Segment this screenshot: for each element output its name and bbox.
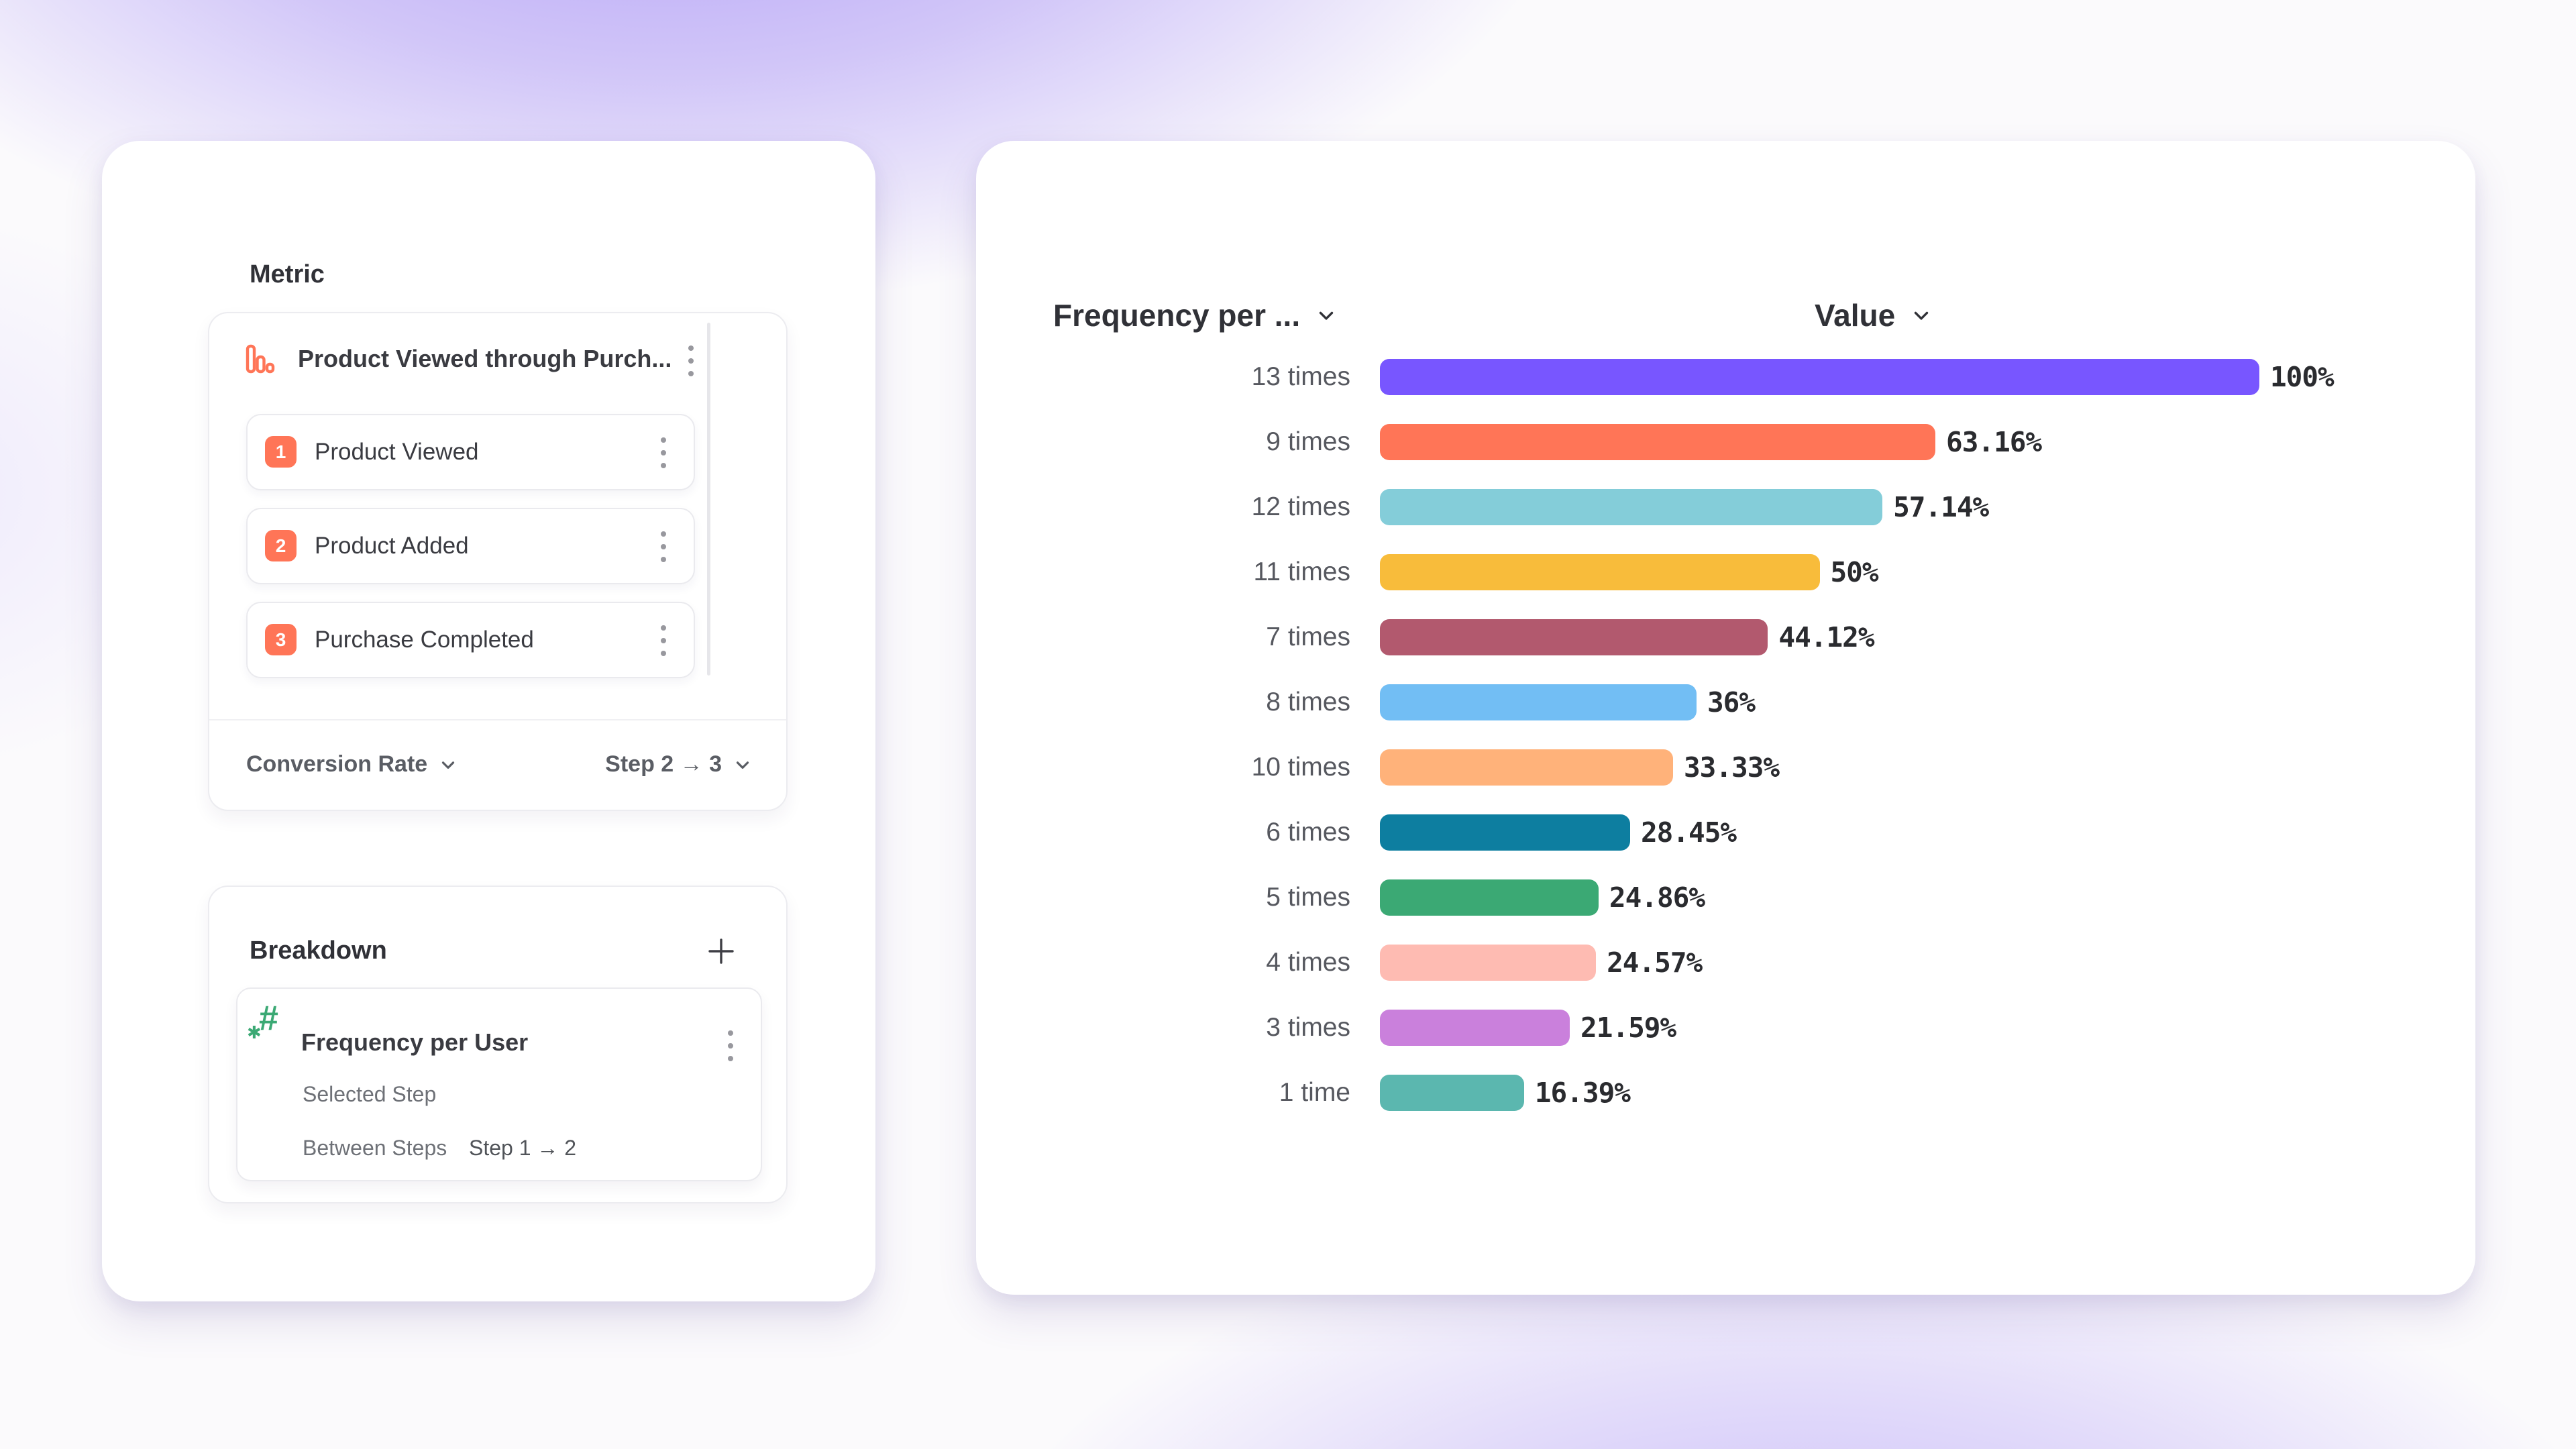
bar-category-label: 1 time	[1279, 1078, 1350, 1107]
bar[interactable]	[1380, 684, 1697, 720]
breakdown-column-label: Frequency per ...	[1053, 298, 1301, 333]
bar-category-label: 8 times	[1266, 688, 1350, 716]
breakdown-menu-kebab-icon[interactable]	[717, 1030, 744, 1061]
metric-section-title: Metric	[250, 260, 325, 288]
bar-category-label: 6 times	[1266, 818, 1350, 847]
add-breakdown-icon[interactable]	[706, 936, 737, 967]
step-label: Product Viewed	[315, 439, 479, 465]
bar-value-label: 24.57%	[1607, 947, 1703, 979]
bar-value-label: 50%	[1830, 556, 1879, 588]
chart-row: 5 times 24.86%	[976, 865, 2475, 930]
bar[interactable]	[1380, 359, 2259, 395]
chart-row: 4 times 24.57%	[976, 930, 2475, 995]
step-label: Product Added	[315, 533, 469, 559]
funnel-menu-kebab-icon[interactable]	[678, 345, 704, 376]
bar-category-label: 11 times	[1253, 557, 1351, 586]
measurement-label: Conversion Rate	[246, 751, 428, 777]
breakdown-header: Breakdown	[209, 924, 786, 977]
chart-row: 11 times 50%	[976, 540, 2475, 604]
chevron-down-icon	[442, 761, 455, 769]
chart-row: 7 times 44.12%	[976, 605, 2475, 669]
between-steps-value[interactable]: Step 1 → 2	[469, 1135, 577, 1160]
bar-value-label: 57.14%	[1893, 491, 1989, 523]
bar[interactable]	[1380, 619, 1768, 655]
bar-value-label: 36%	[1707, 686, 1756, 718]
metric-card-divider	[209, 719, 786, 720]
bar[interactable]	[1380, 749, 1673, 786]
bar-value-label: 21.59%	[1580, 1012, 1676, 1044]
bar[interactable]	[1380, 814, 1630, 851]
chart-row: 13 times 100%	[976, 345, 2475, 409]
bar-value-label: 33.33%	[1683, 751, 1780, 784]
chevron-down-icon	[1319, 311, 1334, 320]
query-builder-panel: Metric Product Viewed through Purch... 1…	[102, 141, 875, 1301]
chart-panel: Frequency per ... Value 13 times 100% 9 ti…	[976, 141, 2475, 1295]
bar[interactable]	[1380, 1075, 1524, 1111]
chart-rows: 13 times 100% 9 times 63.16% 12 times 57.14% 1…	[976, 141, 2475, 1295]
bar-category-label: 9 times	[1266, 427, 1350, 456]
chart-row: 3 times 21.59%	[976, 996, 2475, 1060]
bar[interactable]	[1380, 945, 1597, 981]
bar-value-label: 28.45%	[1640, 816, 1737, 849]
bar-value-label: 24.86%	[1609, 881, 1705, 914]
bar[interactable]	[1380, 879, 1599, 916]
breakdown-property-row[interactable]: # ✱ Frequency per User Selected Step Bet…	[236, 987, 762, 1181]
measurement-dropdown[interactable]: Conversion Rate	[246, 751, 458, 777]
between-steps-label: Between Steps	[303, 1135, 447, 1160]
bar-category-label: 4 times	[1266, 948, 1350, 977]
chevron-down-icon	[1915, 311, 1929, 320]
funnel-metric-name: Product Viewed through Purch...	[298, 345, 672, 372]
bar[interactable]	[1380, 424, 1936, 460]
step-range-label: Step 2 → 3	[605, 751, 722, 777]
steps-scrollbar[interactable]	[707, 323, 710, 676]
chart-row: 8 times 36%	[976, 670, 2475, 735]
bar-value-label: 16.39%	[1534, 1077, 1631, 1109]
bar-category-label: 13 times	[1251, 362, 1350, 391]
chart-header: Frequency per ... Value	[976, 282, 2475, 349]
value-column-label: Value	[1815, 298, 1896, 333]
funnel-step-row[interactable]: 3 Purchase Completed	[246, 602, 695, 678]
funnel-chart-icon	[246, 344, 275, 374]
funnel-metric-row[interactable]: Product Viewed through Purch...	[209, 324, 786, 394]
breakdown-property-name: Frequency per User	[301, 1028, 529, 1056]
numeric-property-icon: # ✱	[247, 999, 278, 1042]
bar-category-label: 12 times	[1251, 492, 1350, 521]
metric-card: Product Viewed through Purch... 1 Produc…	[208, 312, 788, 811]
bar-category-label: 3 times	[1266, 1013, 1350, 1042]
bar-value-label: 63.16%	[1946, 426, 2042, 458]
step-number-badge: 1	[265, 436, 297, 468]
step-number-badge: 2	[265, 530, 297, 561]
breakdown-column-header[interactable]: Frequency per ...	[1053, 282, 1338, 349]
breakdown-section-title: Breakdown	[250, 936, 387, 965]
breakdown-card: Breakdown # ✱ Frequency per User Selecte…	[208, 885, 788, 1203]
chevron-down-icon	[736, 761, 749, 769]
bar[interactable]	[1380, 554, 1820, 590]
step-menu-kebab-icon[interactable]	[650, 437, 677, 468]
chart-row: 12 times 57.14%	[976, 475, 2475, 539]
step-range-dropdown[interactable]: Step 2 → 3	[605, 751, 753, 777]
bar-value-label: 44.12%	[1778, 621, 1874, 653]
bar[interactable]	[1380, 1010, 1570, 1046]
value-column-header[interactable]: Value	[1815, 282, 1933, 349]
metric-footer: Conversion Rate Step 2 → 3	[246, 720, 753, 808]
selected-step-label: Selected Step	[303, 1081, 437, 1106]
bar-category-label: 10 times	[1251, 753, 1350, 782]
step-label: Purchase Completed	[315, 627, 534, 653]
chart-row: 6 times 28.45%	[976, 800, 2475, 865]
bar-category-label: 5 times	[1266, 883, 1350, 912]
funnel-step-row[interactable]: 1 Product Viewed	[246, 414, 695, 490]
step-number-badge: 3	[265, 624, 297, 655]
step-menu-kebab-icon[interactable]	[650, 625, 677, 656]
bar-value-label: 100%	[2270, 361, 2334, 393]
bar-category-label: 7 times	[1266, 623, 1350, 651]
chart-row: 10 times 33.33%	[976, 735, 2475, 800]
chart-row: 9 times 63.16%	[976, 410, 2475, 474]
step-menu-kebab-icon[interactable]	[650, 531, 677, 562]
funnel-step-row[interactable]: 2 Product Added	[246, 508, 695, 584]
chart-row: 1 time 16.39%	[976, 1061, 2475, 1125]
bar[interactable]	[1380, 489, 1883, 525]
